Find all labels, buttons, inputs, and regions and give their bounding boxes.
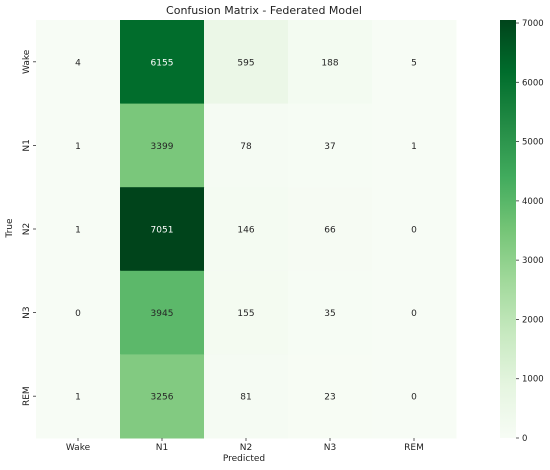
y-axis-label: True [5,218,15,239]
x-tick-label: N3 [324,443,336,453]
heatmap-cell [372,187,457,272]
cell-value-label: 3256 [151,393,174,403]
heatmap-cell [204,103,289,188]
colorbar [500,20,516,438]
cell-value-label: 1 [411,142,417,152]
cell-value-label: 1 [75,142,81,152]
heatmap-cell [204,270,289,355]
cell-value-label: 5 [411,58,417,68]
colorbar-tick-label: 6000 [522,78,544,88]
colorbar-tick-label: 4000 [522,197,544,207]
cell-value-label: 0 [411,226,417,236]
cell-value-label: 146 [237,226,254,236]
x-tick-labels: Wake N1 N2 N3 REM [66,438,424,453]
cell-value-label: 81 [240,393,251,403]
y-tick-label: N2 [22,223,32,235]
heatmap-cell [36,187,121,272]
heatmap-cell [120,354,205,439]
cell-value-label: 188 [321,58,338,68]
colorbar-tick-label: 7000 [522,19,544,29]
cell-value-label: 0 [75,309,81,319]
cell-value-label: 595 [237,58,254,68]
cell-value-label: 7051 [151,226,174,236]
heatmap-cell [204,187,289,272]
heatmap-cell [120,187,205,272]
cell-value-label: 1 [75,226,81,236]
heatmap-cell [120,20,205,105]
y-tick-label: Wake [22,49,32,74]
cell-value-label: 78 [240,142,252,152]
cell-value-label: 35 [324,309,335,319]
heatmap-cell [288,20,373,105]
cell-value-label: 37 [324,142,335,152]
x-tick-label: Wake [66,443,91,453]
y-tick-label: REM [22,386,32,406]
colorbar-tick-label: 3000 [522,256,544,266]
cell-value-label: 0 [411,309,417,319]
x-tick-label: REM [404,443,424,453]
colorbar-tick-label: 1000 [522,375,544,385]
x-tick-label: N2 [240,443,252,453]
cell-value-label: 0 [411,393,417,403]
heatmap-cell [36,103,121,188]
x-tick-label: N1 [156,443,168,453]
heatmap-cell [372,354,457,439]
cell-value-label: 23 [324,393,335,403]
cell-value-label: 1 [75,393,81,403]
heatmap-cell [204,20,289,105]
cell-value-label: 66 [324,226,336,236]
colorbar-ticks: 0 1000 2000 3000 4000 5000 6000 7000 [516,19,544,444]
heatmap-cell [288,354,373,439]
cell-value-label: 155 [237,309,254,319]
y-tick-labels: Wake N1 N2 N3 REM [22,49,36,406]
cell-value-label: 6155 [151,58,174,68]
cell-value-label: 4 [75,58,81,68]
heatmap-cell [372,20,457,105]
heatmap-cell [372,103,457,188]
cell-value-label: 3399 [151,142,174,152]
cell-value-label: 3945 [151,309,174,319]
heatmap-cell [288,187,373,272]
heatmap-cell [372,270,457,355]
heatmap-cell [36,354,121,439]
heatmap-cell [288,103,373,188]
colorbar-tick-label: 5000 [522,138,544,148]
heatmap-cell [120,103,205,188]
heatmap-cell [120,270,205,355]
heatmap-cell [288,270,373,355]
y-tick-label: N3 [22,306,32,318]
y-tick-label: N1 [22,139,32,151]
heatmap-cells: 4 6155 595 188 5 1 3399 78 37 1 1 7051 146 66 0 0 3945 15… [36,20,457,439]
colorbar-tick-label: 0 [522,434,527,444]
heatmap-cell [204,354,289,439]
colorbar-tick-label: 2000 [522,315,544,325]
heatmap-cell [36,20,121,105]
chart-title: Confusion Matrix - Federated Model [166,4,362,17]
x-axis-label: Predicted [223,454,265,464]
heatmap-cell [36,270,121,355]
